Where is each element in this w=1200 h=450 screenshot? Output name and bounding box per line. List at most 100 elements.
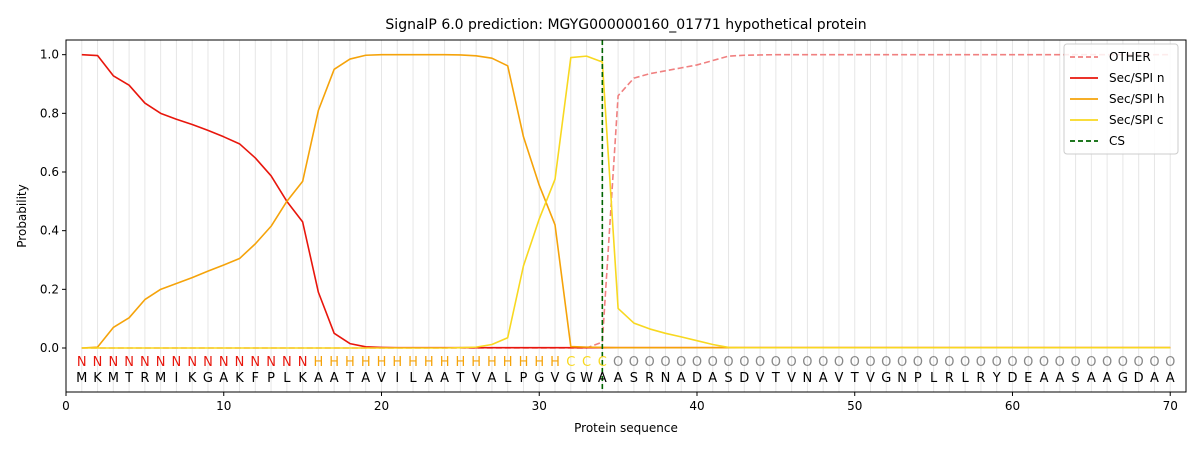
residue-label: F <box>252 371 259 386</box>
residue-label: V <box>787 371 796 386</box>
legend-box <box>1063 43 1179 155</box>
residue-label: W <box>580 371 593 386</box>
region-label: O <box>1086 355 1096 370</box>
y-tick-label: 0.4 <box>40 224 59 238</box>
region-label: O <box>1118 355 1128 370</box>
region-label: O <box>802 355 812 370</box>
residue-label: L <box>504 371 512 386</box>
series-line-sec-spi-n <box>81 53 1171 349</box>
region-label: O <box>976 355 986 370</box>
region-label: O <box>645 355 655 370</box>
residue-label: A <box>677 371 686 386</box>
residue-label: G <box>203 371 213 386</box>
region-label: O <box>850 355 860 370</box>
region-label: N <box>250 355 260 370</box>
region-label: H <box>424 355 434 370</box>
x-tick-label: 60 <box>1005 399 1020 413</box>
region-label: O <box>913 355 923 370</box>
region-label: H <box>487 355 497 370</box>
legend: OTHER Sec/SPI n Sec/SPI h Sec/SPI c CS <box>1063 43 1179 155</box>
y-tick-label: 1.0 <box>40 48 59 62</box>
residue-label: P <box>520 371 528 386</box>
region-label: O <box>865 355 875 370</box>
region-label: N <box>282 355 292 370</box>
series-line-sec-spi-h <box>81 53 1171 349</box>
residue-label: A <box>219 371 228 386</box>
residue-label: S <box>1071 371 1079 386</box>
region-label: O <box>629 355 639 370</box>
region-label: H <box>314 355 324 370</box>
legend-label: Sec/SPI n <box>1109 71 1164 85</box>
region-label: N <box>235 355 245 370</box>
residue-label: G <box>534 371 544 386</box>
residue-label: A <box>424 371 433 386</box>
x-tick-label: 0 <box>62 399 70 413</box>
x-tick-label: 20 <box>374 399 389 413</box>
residue-label: A <box>330 371 339 386</box>
region-label: N <box>266 355 276 370</box>
region-label: C <box>566 355 575 370</box>
region-label: O <box>1007 355 1017 370</box>
region-label: O <box>755 355 765 370</box>
residue-label: I <box>395 371 399 386</box>
residue-label: A <box>361 371 370 386</box>
residue-label: A <box>1040 371 1049 386</box>
grid <box>81 40 1171 392</box>
series-line-other <box>81 53 1171 349</box>
region-label: O <box>771 355 781 370</box>
y-tick-label: 0.0 <box>40 341 59 355</box>
residue-label: M <box>155 371 166 386</box>
residue-label: E <box>1024 371 1032 386</box>
residue-label: I <box>175 371 179 386</box>
residue-label: K <box>188 371 197 386</box>
region-label: N <box>108 355 118 370</box>
region-label: H <box>345 355 355 370</box>
residue-label: P <box>914 371 922 386</box>
series-lines <box>81 40 1171 392</box>
x-axis-label: Protein sequence <box>574 421 678 435</box>
residue-label: T <box>124 371 133 386</box>
region-label: N <box>219 355 229 370</box>
residue-label: D <box>739 371 749 386</box>
x-tick-label: 10 <box>216 399 231 413</box>
region-label: O <box>960 355 970 370</box>
legend-label: OTHER <box>1109 50 1151 64</box>
region-label: N <box>93 355 103 370</box>
y-tick-label: 0.8 <box>40 106 59 120</box>
residue-label: A <box>614 371 623 386</box>
region-label: H <box>377 355 387 370</box>
series-line-sec-spi-c <box>81 55 1171 349</box>
region-label: O <box>676 355 686 370</box>
residue-label: S <box>724 371 732 386</box>
region-label: H <box>519 355 529 370</box>
region-label: H <box>361 355 371 370</box>
region-label: H <box>471 355 481 370</box>
residue-label: A <box>487 371 496 386</box>
chart-title: SignalP 6.0 prediction: MGYG000000160_01… <box>385 17 866 33</box>
axes: 0 10 20 30 40 50 60 70 0.0 0.2 0.4 0.6 0.8 1.0 <box>40 48 1178 413</box>
region-label: N <box>140 355 150 370</box>
region-label: N <box>203 355 213 370</box>
x-tick-label: 50 <box>847 399 862 413</box>
residue-label: R <box>140 371 149 386</box>
region-label: O <box>1039 355 1049 370</box>
region-label: C <box>582 355 591 370</box>
region-label: O <box>928 355 938 370</box>
residue-label: A <box>708 371 717 386</box>
residue-label: A <box>1166 371 1175 386</box>
region-label: O <box>723 355 733 370</box>
region-label: O <box>708 355 718 370</box>
residue-label: R <box>945 371 954 386</box>
residue-label: T <box>455 371 464 386</box>
residue-label: A <box>1103 371 1112 386</box>
region-label: O <box>1134 355 1144 370</box>
region-label: N <box>124 355 134 370</box>
region-label: O <box>1055 355 1065 370</box>
region-label: O <box>787 355 797 370</box>
residue-label: T <box>771 371 780 386</box>
region-label: H <box>392 355 402 370</box>
region-label: O <box>818 355 828 370</box>
legend-label: CS <box>1109 134 1125 148</box>
region-label: O <box>1102 355 1112 370</box>
residue-label: R <box>976 371 985 386</box>
